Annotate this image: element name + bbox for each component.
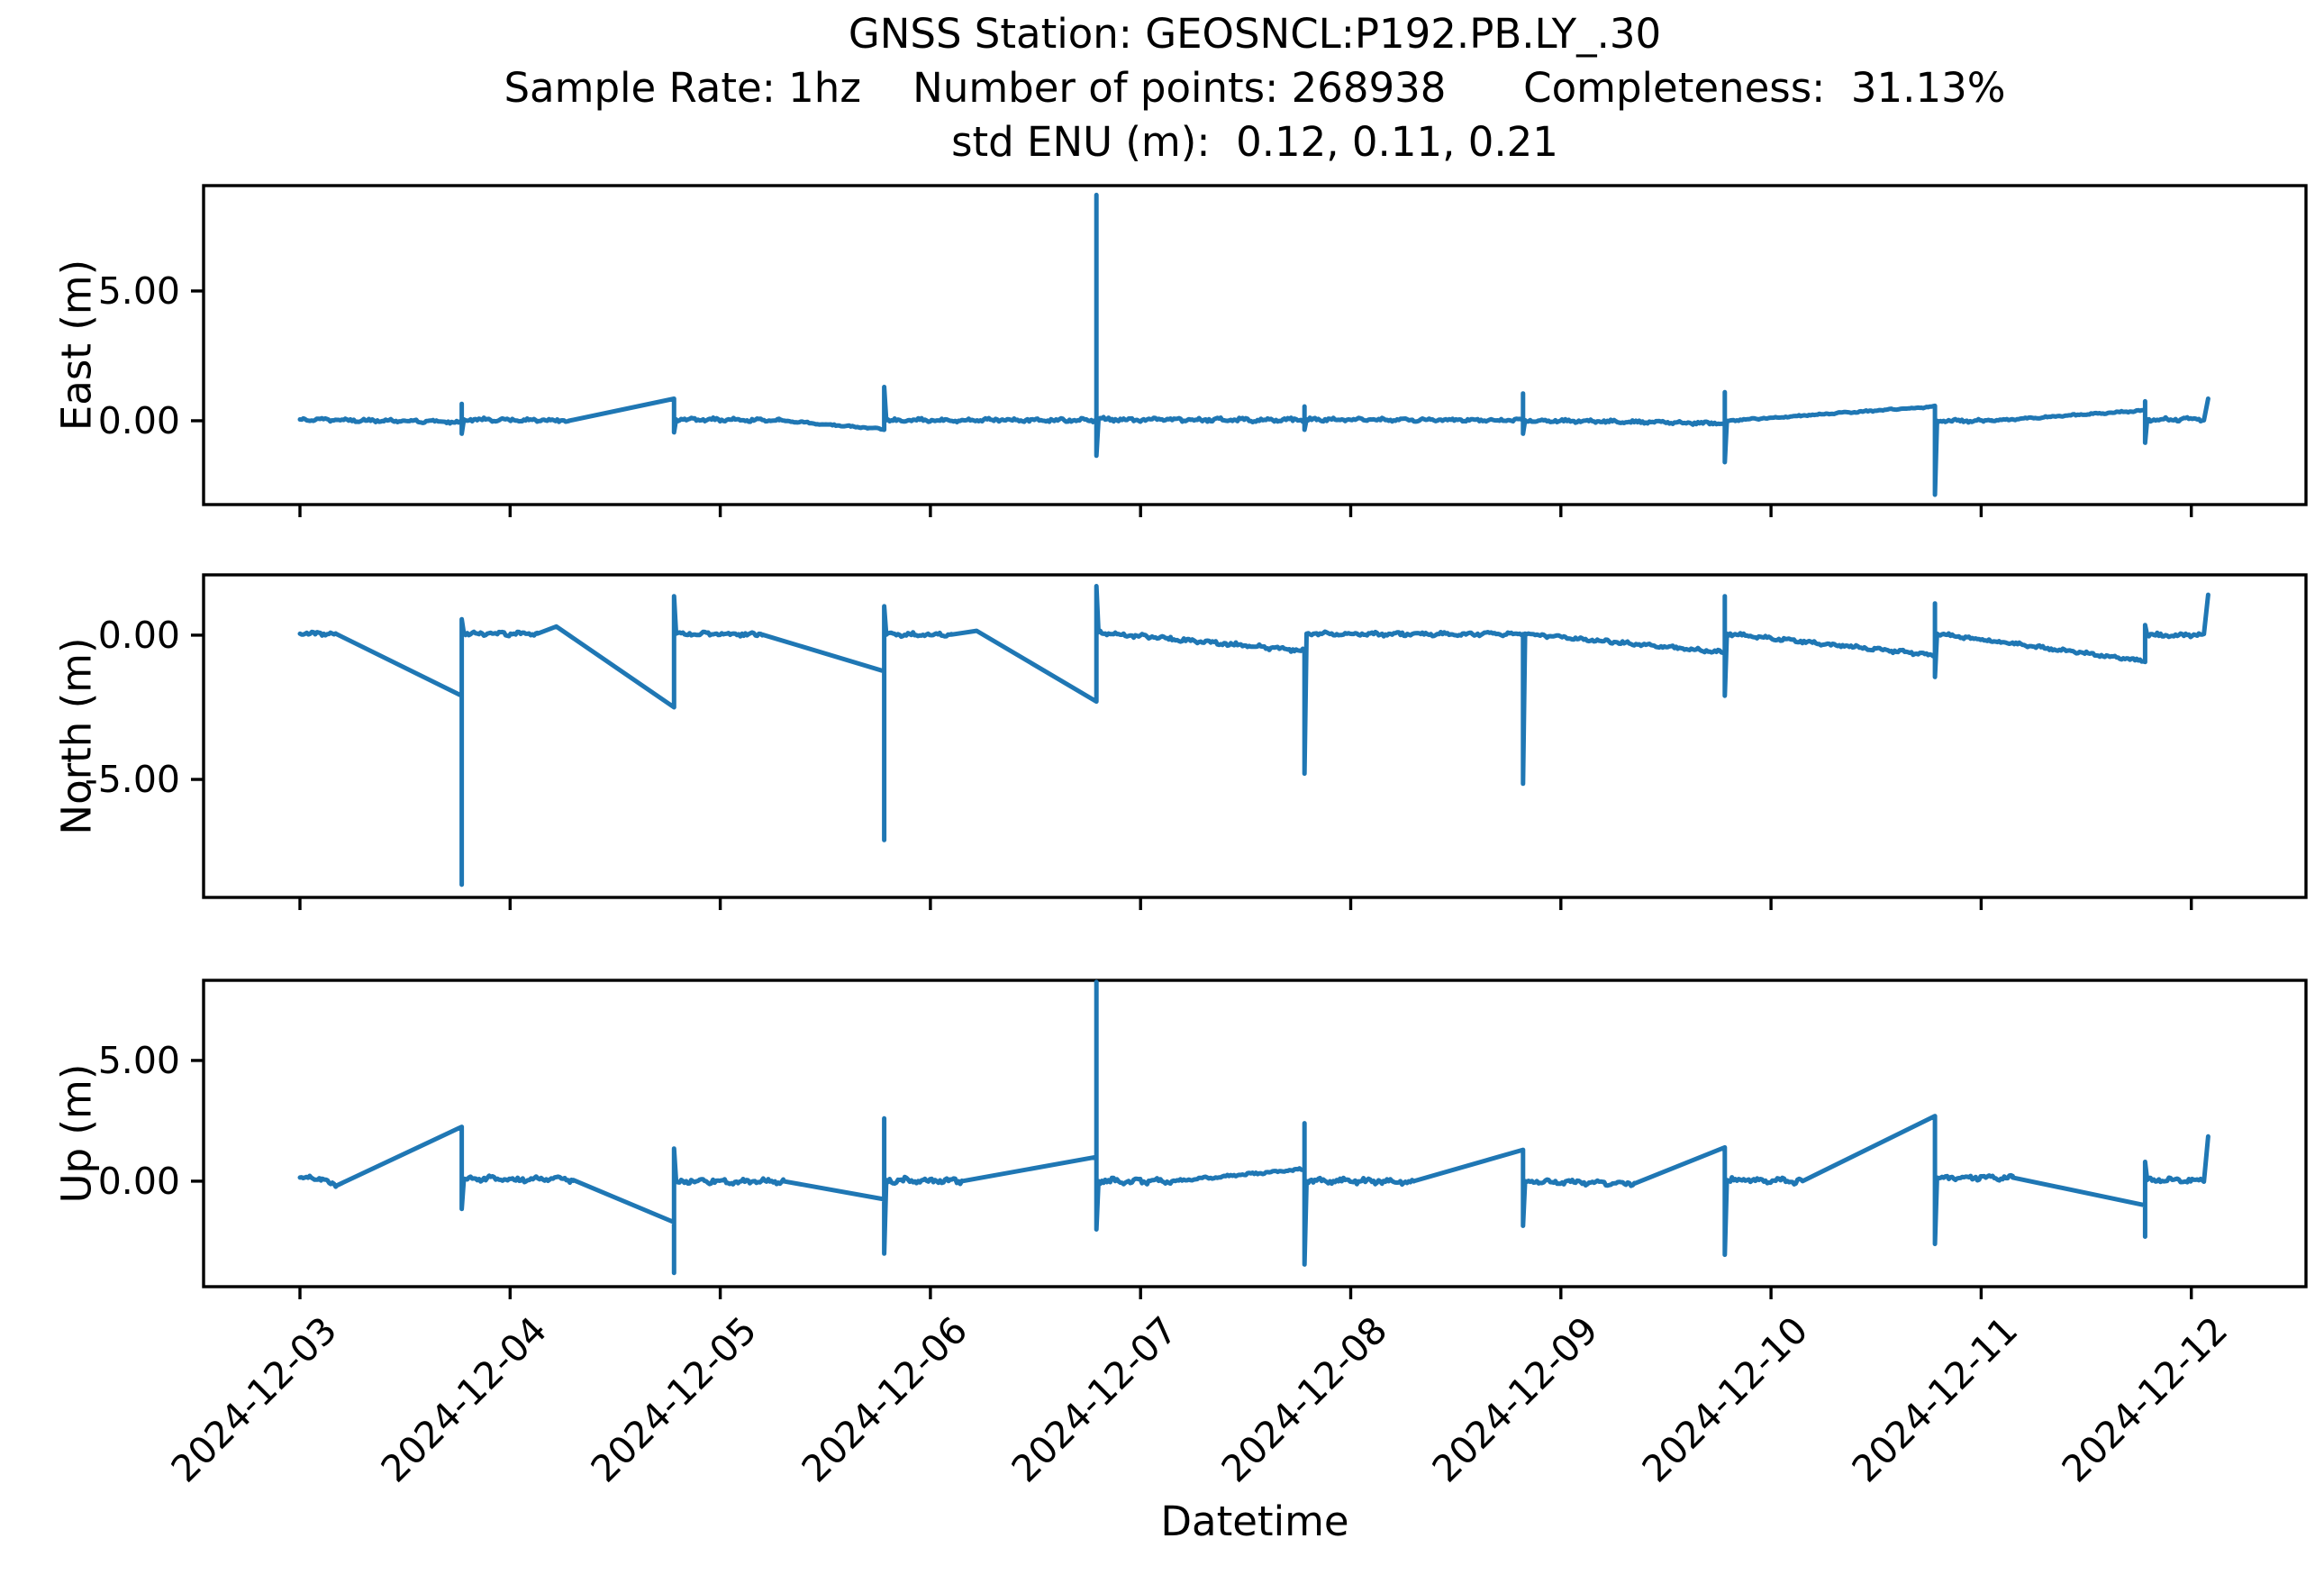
east-plot <box>191 184 2308 517</box>
x-tick-label: 2024-12-06 <box>793 1308 976 1491</box>
x-tick-label: 2024-12-08 <box>1213 1308 1396 1491</box>
x-axis-label: Datetime <box>1160 1498 1349 1545</box>
east-axes-spine <box>202 184 2308 506</box>
east-series-line <box>297 192 2211 497</box>
figure-subtitle-std: std ENU (m): 0.12, 0.11, 0.21 <box>951 118 1558 166</box>
x-tick-label: 2024-12-09 <box>1423 1308 1606 1491</box>
north-series-line <box>297 584 2211 888</box>
x-tick-label: 2024-12-03 <box>162 1308 345 1491</box>
east-y-tick-label: 5.00 <box>97 269 180 313</box>
up-axes-spine <box>202 979 2308 1288</box>
figure-subtitle-stats: Sample Rate: 1hz Number of points: 26893… <box>504 64 2006 112</box>
north-y-tick-label: -5.00 <box>84 758 180 802</box>
north-y-tick-label: 0.00 <box>97 613 180 657</box>
figure-title: GNSS Station: GEOSNCL:P192.PB.LY_.30 <box>848 10 1662 58</box>
north-axis-label: North (m) <box>52 637 101 835</box>
x-tick-label: 2024-12-11 <box>1843 1308 2027 1491</box>
x-tick-label: 2024-12-04 <box>372 1308 556 1491</box>
x-tick-label: 2024-12-05 <box>583 1308 766 1491</box>
up-y-tick-label: 0.00 <box>97 1159 180 1203</box>
north-axes-spine <box>202 573 2308 899</box>
x-tick-label: 2024-12-12 <box>2054 1308 2237 1491</box>
x-tick-label: 2024-12-07 <box>1003 1308 1186 1491</box>
x-tick-label: 2024-12-10 <box>1633 1308 1817 1491</box>
up-y-tick-label: 5.00 <box>97 1038 180 1082</box>
up-series-line <box>297 979 2211 1276</box>
north-plot <box>191 573 2308 910</box>
up-plot <box>191 979 2308 1299</box>
east-y-tick-label: 0.00 <box>97 398 180 442</box>
